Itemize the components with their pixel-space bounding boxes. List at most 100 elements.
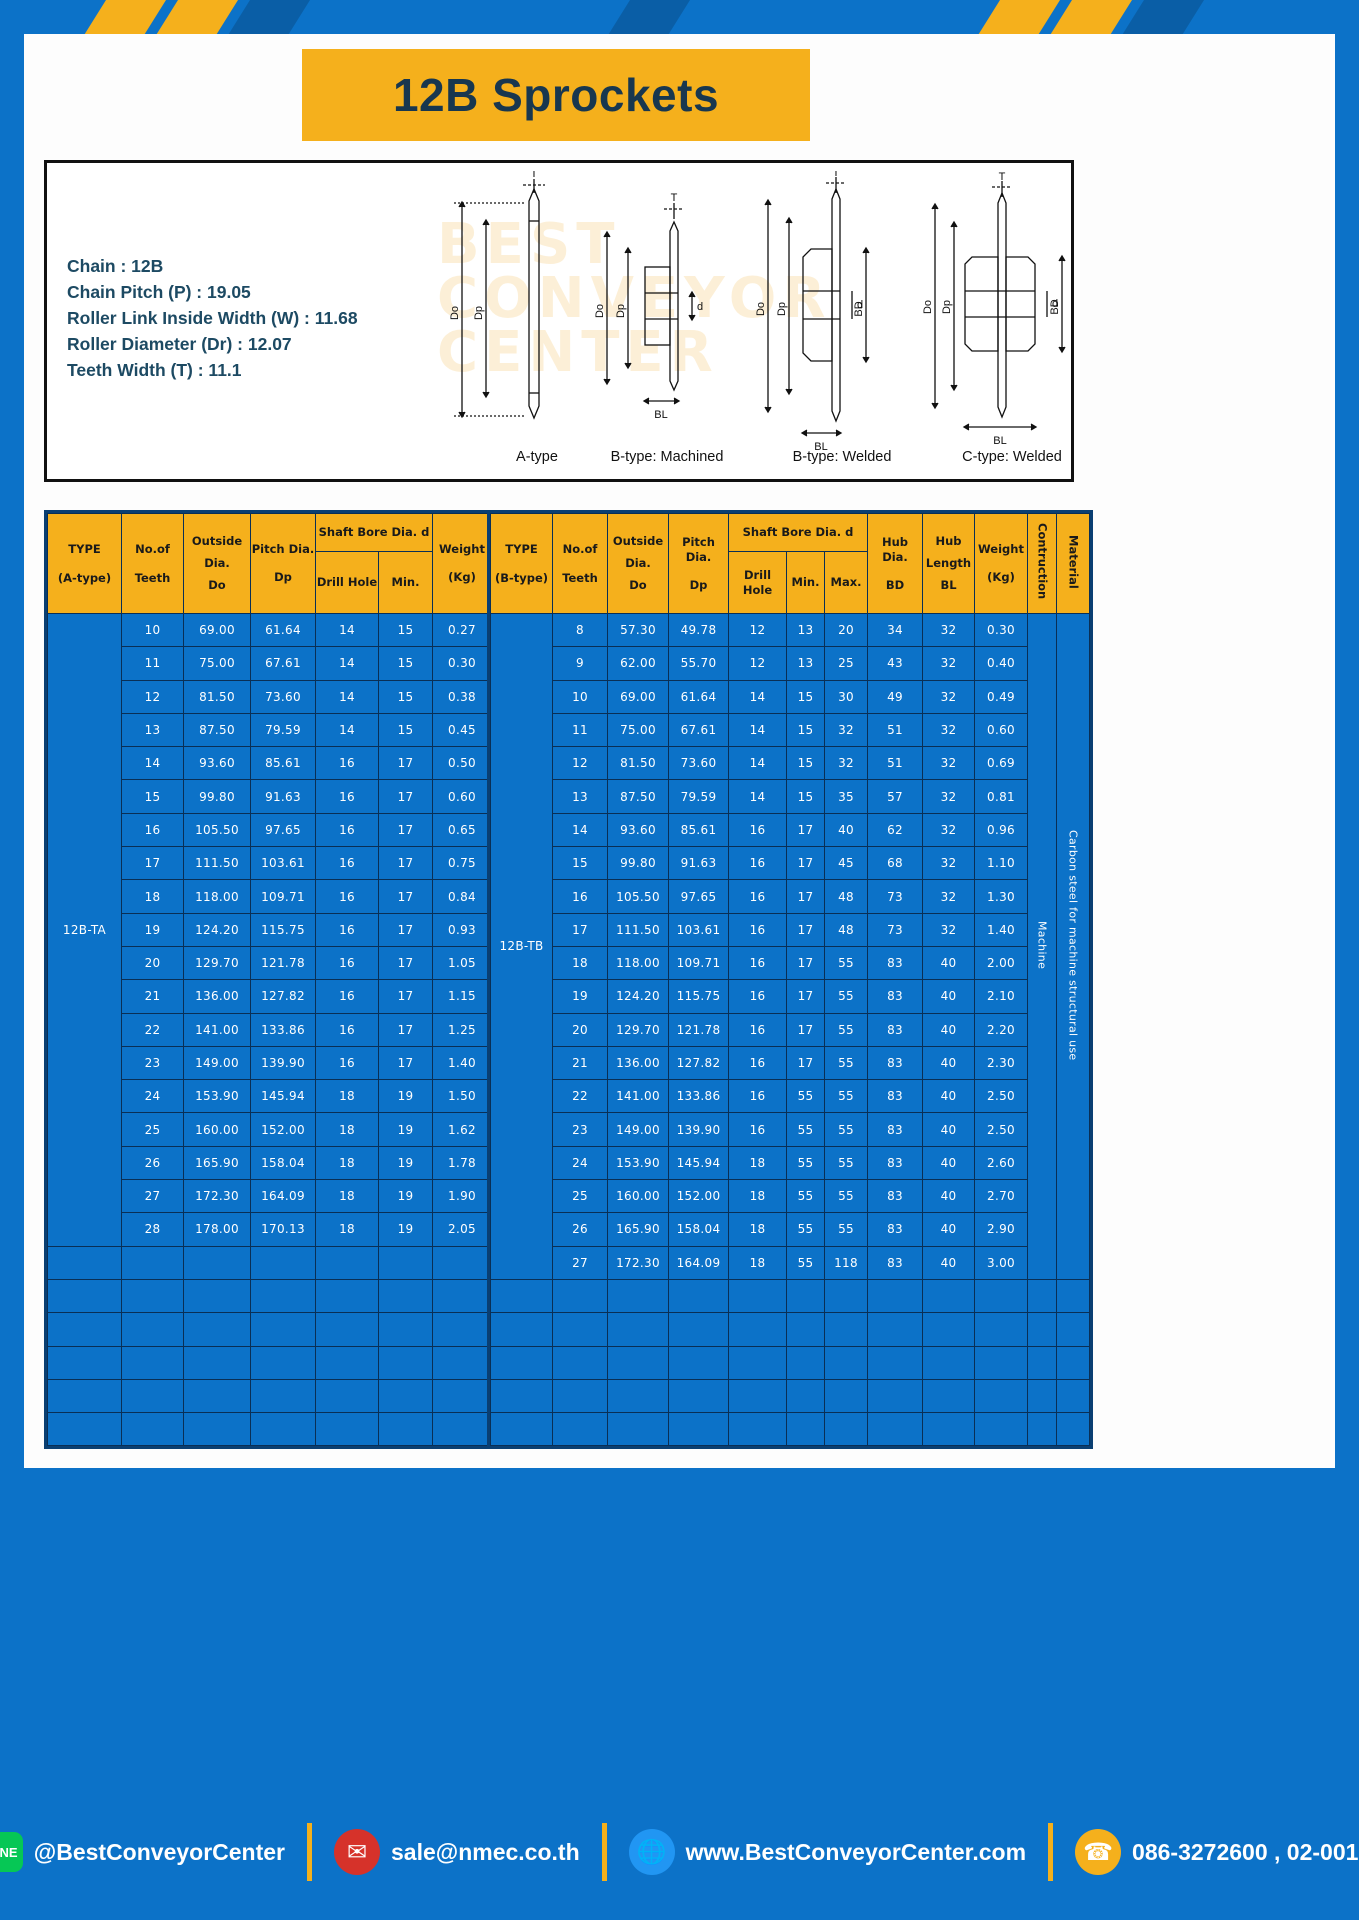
table-cell-blank [728, 1278, 787, 1314]
line-icon: LINE [0, 1832, 23, 1872]
table-cell: 61.64 [250, 612, 316, 648]
table-cell: 13 [552, 779, 608, 814]
table-cell: 1.25 [432, 1012, 492, 1047]
table-row: 17 111.50 103.61 16 17 0.75 [48, 846, 492, 881]
table-cell: 21 [552, 1045, 608, 1081]
table-cell: 97.65 [250, 812, 316, 848]
table-cell: 17 [786, 1012, 825, 1047]
table-cell: 18 [315, 1112, 379, 1147]
table-cell-blank [824, 1345, 868, 1380]
table-cell-blank [432, 1412, 492, 1447]
table-cell-blank [607, 1412, 669, 1447]
table-cell: 16 [728, 1012, 787, 1047]
spec-line-pitch: Chain Pitch (P) : 19.05 [67, 282, 251, 302]
table-cell: 118.00 [183, 879, 251, 914]
header-type-line1: TYPE [68, 541, 101, 556]
table-cell-blank [922, 1312, 975, 1347]
svg-text:Dp: Dp [615, 304, 627, 318]
table-cell: 0.75 [432, 846, 492, 881]
table-row: 27 172.30 164.09 18 55 118 83 40 3.00 [491, 1245, 1090, 1280]
table-cell: 105.50 [183, 812, 251, 848]
svg-text:BD: BD [853, 301, 865, 316]
table-row: 20 129.70 121.78 16 17 1.05 [48, 945, 492, 981]
table-row: 19 124.20 115.75 16 17 0.93 [48, 912, 492, 947]
table-cell: 32 [922, 746, 975, 781]
table-cell: 23 [552, 1112, 608, 1147]
footer-phone[interactable]: ☎ 086-3272600 , 02-0017766 [1059, 1829, 1359, 1875]
header-shaft-bore-group-a: Shaft Bore Dia. d [315, 513, 433, 552]
table-cell: 18 [728, 1145, 787, 1181]
table-cell: 40 [922, 1179, 975, 1214]
table-cell: 93.60 [607, 812, 669, 848]
header-pitch-dia-b: Pitch Dia. Dp [668, 513, 729, 614]
table-cell-blank [315, 1412, 379, 1447]
table-cell: 109.71 [668, 945, 729, 981]
table-cell-blank [121, 1245, 184, 1280]
table-cell-blank [1027, 1345, 1057, 1380]
table-cell: 55 [786, 1245, 825, 1280]
table-cell: 99.80 [607, 846, 669, 881]
table-cell: 16 [315, 912, 379, 947]
specification-box: BEST CONVEYOR CENTER Chain : 12B Chain P… [44, 160, 1074, 482]
header-hub-len-line3: BL [940, 578, 957, 592]
table-cell: 48 [824, 879, 868, 914]
table-cell-blank [786, 1378, 825, 1414]
header-weight-a: Weight (Kg) [432, 513, 492, 614]
table-cell: 141.00 [607, 1079, 669, 1114]
table-row-blank [47, 1245, 492, 1280]
table-cell: 61.64 [668, 679, 729, 714]
table-cell: 0.93 [432, 912, 492, 947]
table-cell: 15 [786, 779, 825, 814]
table-cell: 149.00 [183, 1045, 251, 1081]
header-outside-b-line3: Do [629, 578, 647, 592]
header-hub-dia-b: Hub Dia. BD [867, 513, 923, 614]
table-cell-blank [786, 1412, 825, 1447]
header-pitch-line2: Dp [274, 570, 292, 584]
svg-text:T: T [999, 171, 1006, 183]
header-weight-line1: Weight [439, 542, 485, 556]
table-cell: 105.50 [607, 879, 669, 914]
material-cell: Carbon steel for machine structural use [1056, 613, 1090, 1280]
table-cell: 83 [867, 1245, 923, 1280]
table-cell: 121.78 [250, 945, 316, 981]
table-cell: 62 [867, 812, 923, 848]
table-cell: 1.40 [432, 1045, 492, 1081]
table-cell: 14 [552, 812, 608, 848]
table-cell: 3.00 [974, 1245, 1028, 1280]
table-row: 25 160.00 152.00 18 55 55 83 40 2.70 [491, 1179, 1090, 1214]
table-cell: 15 [786, 712, 825, 748]
table-cell: 16 [728, 979, 787, 1014]
table-cell-blank [121, 1345, 184, 1380]
footer-facebook[interactable]: f LINE @BestConveyorCenter [0, 1829, 301, 1875]
footer-website[interactable]: 🌐 www.BestConveyorCenter.com [613, 1829, 1042, 1875]
table-cell: 24 [121, 1079, 184, 1114]
svg-text:T: T [671, 192, 678, 204]
table-cell-blank [183, 1378, 251, 1414]
table-cell-blank [786, 1278, 825, 1314]
table-cell: 19 [378, 1179, 433, 1214]
table-cell-blank [786, 1345, 825, 1380]
header-pitch-dia-a: Pitch Dia. Dp [250, 513, 316, 614]
header-shaft-bore-group-b: Shaft Bore Dia. d [728, 513, 868, 552]
diagram-label-b-machined: B-type: Machined [610, 449, 724, 465]
b-type-welded-drawing: T Do Dp d BD BL [755, 171, 870, 453]
table-cell: 17 [378, 1045, 433, 1081]
table-cell: 14 [315, 612, 379, 648]
table-cell: 55 [824, 1045, 868, 1081]
table-cell: 2.00 [974, 945, 1028, 981]
header-teeth-b-line1: No.of [562, 541, 598, 556]
footer-email[interactable]: ✉ sale@nmec.co.th [318, 1829, 596, 1875]
table-cell: 141.00 [183, 1012, 251, 1047]
header-teeth-b-line2: Teeth [562, 570, 598, 585]
table-cell: 14 [728, 746, 787, 781]
table-cell: 32 [922, 679, 975, 714]
spec-line-teeth-width: Teeth Width (T) : 11.1 [67, 360, 242, 380]
table-cell-blank [867, 1345, 923, 1380]
table-row-blank [47, 1412, 492, 1447]
table-cell: 55 [786, 1179, 825, 1214]
table-cell: 0.69 [974, 746, 1028, 781]
table-cell: 18 [121, 879, 184, 914]
table-cell: 145.94 [250, 1079, 316, 1114]
table-cell: 55 [824, 1145, 868, 1181]
